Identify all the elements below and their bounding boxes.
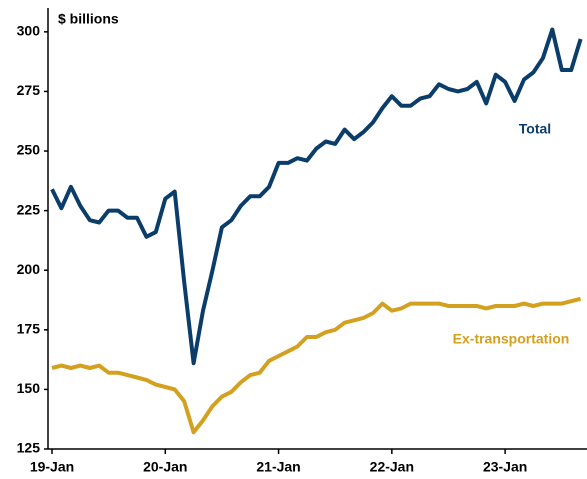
x-tick-label: 21-Jan [256, 459, 300, 475]
y-tick-label: 200 [17, 261, 41, 277]
line-series [50, 27, 583, 366]
y-tick-label: 275 [17, 82, 41, 98]
y-axis-label: $ billions [58, 11, 119, 27]
y-tick-label: 125 [17, 440, 41, 456]
series-label: Total [519, 121, 551, 137]
series-label: Ex-transportation [453, 331, 570, 347]
y-tick-label: 175 [17, 321, 41, 337]
x-tick-label: 20-Jan [143, 459, 187, 475]
x-tick-label: 22-Jan [370, 459, 414, 475]
x-tick-label: 19-Jan [30, 459, 74, 475]
y-tick-label: 250 [17, 142, 41, 158]
x-tick-label: 23-Jan [483, 459, 527, 475]
y-tick-label: 150 [17, 380, 41, 396]
y-tick-label: 300 [17, 23, 41, 39]
y-tick-label: 225 [17, 201, 41, 217]
line-series [51, 296, 582, 435]
